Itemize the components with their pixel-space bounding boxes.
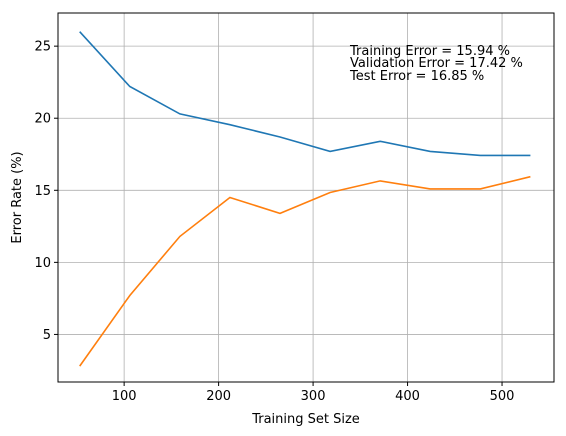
x-axis-label: Training Set Size [251, 412, 360, 427]
x-tick-label: 200 [206, 389, 231, 404]
y-tick-label: 5 [43, 328, 51, 343]
series-line-1 [79, 31, 531, 157]
plot-frame [57, 12, 555, 383]
y-tick-label: 10 [34, 256, 51, 271]
series-line-2 [79, 175, 531, 367]
series-lines [79, 31, 531, 367]
x-tick-label: 500 [490, 389, 515, 404]
x-tick-label: 400 [395, 389, 420, 404]
annotation-test-error: Test Error = 16.85 % [349, 69, 484, 84]
grid [58, 13, 554, 382]
y-axis-label: Error Rate (%) [10, 151, 25, 243]
y-tick-label: 20 [34, 112, 51, 127]
annotation-training-error: Training Error = 15.94 % [349, 44, 510, 59]
y-tick-label: 15 [34, 184, 51, 199]
x-tick-label: 100 [112, 389, 137, 404]
x-tick-label: 300 [301, 389, 326, 404]
y-tick-label: 25 [34, 40, 51, 55]
axis-ticks: 100 200 300 400 500 5 10 15 20 25 [34, 40, 514, 404]
annotation-validation-error: Validation Error = 17.42 % [350, 56, 523, 71]
